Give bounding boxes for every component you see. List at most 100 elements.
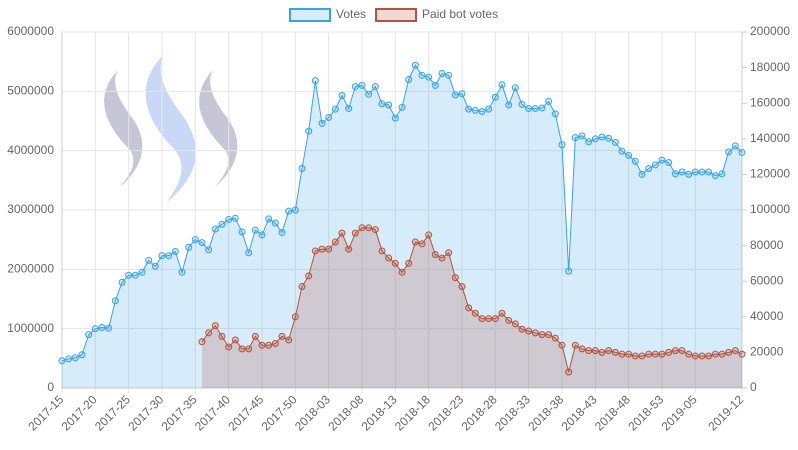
point <box>225 343 233 351</box>
legend-swatch <box>289 8 331 22</box>
point <box>505 316 513 324</box>
point <box>338 229 346 237</box>
point <box>425 231 433 239</box>
point <box>378 247 386 255</box>
point <box>238 345 246 353</box>
point <box>558 141 566 149</box>
point <box>405 75 413 83</box>
point <box>678 168 686 176</box>
point <box>485 105 493 113</box>
area <box>202 227 742 388</box>
point <box>698 352 706 360</box>
point <box>451 91 459 99</box>
point <box>445 71 453 79</box>
point <box>458 283 466 291</box>
point <box>538 104 546 112</box>
point <box>578 345 586 353</box>
point <box>671 347 679 355</box>
y-tick-label: 0 <box>47 380 54 394</box>
point <box>631 157 639 165</box>
point <box>691 352 699 360</box>
point <box>711 172 719 180</box>
point <box>611 348 619 356</box>
point <box>345 245 353 253</box>
point <box>465 105 473 113</box>
y-tick-label: 1000000 <box>7 321 54 335</box>
y2-tick-label: 0 <box>750 380 757 394</box>
x-tick-label: 2019-12 <box>705 392 746 433</box>
point <box>71 354 79 362</box>
y-tick-label: 6000000 <box>7 24 54 38</box>
point <box>218 220 226 228</box>
point <box>418 71 426 79</box>
point <box>358 81 366 89</box>
point <box>131 271 139 279</box>
point <box>165 252 173 260</box>
point <box>278 229 286 237</box>
point <box>371 83 379 91</box>
point <box>305 127 313 135</box>
point <box>725 148 733 156</box>
point <box>605 134 613 142</box>
y-tick-label: 2000000 <box>7 262 54 276</box>
x-tick-label: 2018-03 <box>292 392 333 433</box>
point <box>431 81 439 89</box>
point <box>618 350 626 358</box>
y2-tick-label: 120000 <box>750 167 790 181</box>
logo-wave <box>104 70 143 187</box>
x-tick-label: 2018-38 <box>525 392 566 433</box>
legend-label: Votes <box>336 7 366 21</box>
point <box>205 329 213 337</box>
point <box>78 351 86 359</box>
point <box>685 170 693 178</box>
point <box>311 247 319 255</box>
point <box>138 268 146 276</box>
point <box>365 224 373 232</box>
point <box>611 138 619 146</box>
x-tick-label: 2017-20 <box>59 392 100 433</box>
point <box>58 357 66 365</box>
point <box>311 77 319 85</box>
point <box>465 304 473 312</box>
point <box>278 332 286 340</box>
point <box>511 320 519 328</box>
point <box>598 133 606 141</box>
point <box>111 297 119 305</box>
area <box>62 65 742 388</box>
y2-tick-label: 160000 <box>750 95 790 109</box>
point <box>645 164 653 172</box>
point <box>631 352 639 360</box>
point <box>458 90 466 98</box>
point <box>665 159 673 167</box>
point <box>151 262 159 270</box>
point <box>585 138 593 146</box>
point <box>265 215 273 223</box>
x-tick-label: 2017-30 <box>125 392 166 433</box>
point <box>711 350 719 358</box>
point <box>385 254 393 262</box>
point <box>351 229 359 237</box>
point <box>91 325 99 333</box>
point <box>585 347 593 355</box>
point <box>191 236 199 244</box>
point <box>211 322 219 330</box>
point <box>638 352 646 360</box>
point <box>258 341 266 349</box>
point <box>231 214 239 222</box>
point <box>525 327 533 335</box>
x-tick-label: 2017-45 <box>225 392 266 433</box>
point <box>478 108 486 116</box>
point <box>365 90 373 98</box>
point <box>331 238 339 246</box>
x-tick-label: 2018-13 <box>359 392 400 433</box>
point <box>385 101 393 109</box>
point <box>238 228 246 236</box>
y2-tick-label: 180000 <box>750 60 790 74</box>
point <box>691 168 699 176</box>
point <box>338 91 346 99</box>
steem-logo <box>104 55 238 202</box>
x-tick-label: 2018-53 <box>625 392 666 433</box>
point <box>491 315 499 323</box>
point <box>591 135 599 143</box>
point <box>178 268 186 276</box>
